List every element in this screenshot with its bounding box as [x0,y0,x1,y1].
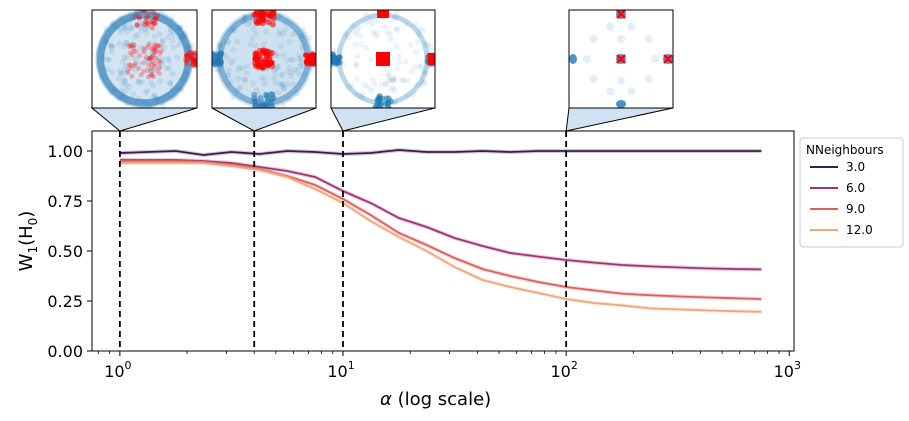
inset-connector [330,107,436,132]
series-lines [119,147,762,314]
legend-entry: 12.0 [846,223,873,237]
y-tick-label: 0.50 [47,242,83,261]
series-line [119,159,762,271]
inset-points [92,10,197,108]
series-band [119,161,762,314]
y-tick-label: 1.00 [47,142,83,161]
insets-layer [91,9,674,109]
series-band [119,159,762,301]
y-axis: 0.00 0.25 0.50 0.75 1.00 [47,142,92,361]
y-tick-label: 0.25 [47,292,83,311]
legend-entry: 6.0 [846,181,865,195]
legend-entry: 9.0 [846,202,865,216]
inset-points [569,10,673,108]
legend-entry: 3.0 [846,160,865,174]
series-line [119,160,762,300]
inset-connector [90,107,198,132]
series-line [119,162,762,313]
plot-frame [91,130,795,352]
inset-connector [211,107,317,132]
plot-area [91,130,795,352]
inset-panel [330,9,436,109]
y-axis-label: W1(H0) [16,211,40,272]
x-tick-label: 100 [104,359,131,381]
inset-points [212,10,316,108]
inset-connector [565,107,674,132]
inset-connectors [90,107,674,132]
inset-panel [91,9,198,109]
inset-panel [211,9,317,109]
vertical-markers [118,131,568,351]
inset-points [331,10,435,108]
x-axis-label: α (log scale) [380,389,491,410]
series-line [119,149,762,156]
y-tick-label: 0.00 [47,342,83,361]
x-axis: 100 101 102 103 [97,351,801,381]
y-tick-label: 0.75 [47,192,83,211]
inset-panel [568,9,674,109]
x-tick-label: 102 [550,359,577,381]
x-tick-label: 103 [774,359,801,381]
legend-title: NNeighbours [806,143,884,157]
legend: NNeighbours 3.0 6.0 9.0 12.0 [799,137,904,248]
legend-items: 3.0 6.0 9.0 12.0 [810,160,873,237]
legend-frame [799,137,904,248]
x-tick-label: 101 [327,359,354,381]
